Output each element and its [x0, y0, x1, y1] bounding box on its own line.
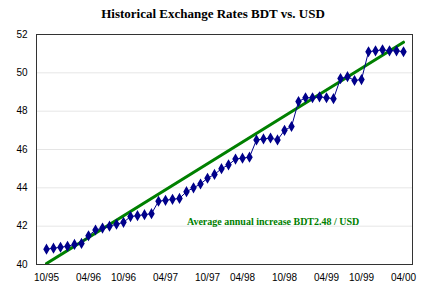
- svg-text:44: 44: [16, 182, 28, 193]
- svg-text:Average annual increase BDT2.4: Average annual increase BDT2.48 / USD: [187, 216, 359, 227]
- svg-text:10/96: 10/96: [111, 272, 136, 283]
- svg-text:40: 40: [16, 259, 28, 270]
- svg-text:10/98: 10/98: [272, 272, 297, 283]
- html-text:Historical Exchange Rates BDT: Historical Exchange Rates BDT vs. USD: [101, 6, 325, 21]
- svg-text:42: 42: [16, 220, 28, 231]
- svg-text:04/96: 04/96: [76, 272, 101, 283]
- svg-text:04/97: 04/97: [153, 272, 178, 283]
- svg-text:50: 50: [16, 67, 28, 78]
- svg-text:04/98: 04/98: [230, 272, 255, 283]
- svg-text:10/99: 10/99: [349, 272, 374, 283]
- svg-text:48: 48: [16, 105, 28, 116]
- svg-text:04/99: 04/99: [314, 272, 339, 283]
- svg-text:10/97: 10/97: [195, 272, 220, 283]
- svg-text:52: 52: [16, 29, 28, 40]
- svg-text:10/95: 10/95: [34, 272, 59, 283]
- svg-text:46: 46: [16, 144, 28, 155]
- svg-text:04/00: 04/00: [391, 272, 416, 283]
